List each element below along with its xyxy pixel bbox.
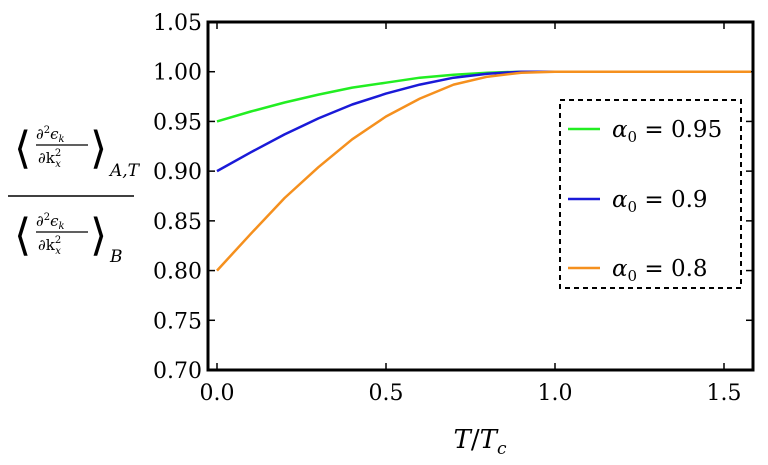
svg-text:A,T: A,T (108, 161, 141, 181)
y-tick-label: 1.00 (153, 61, 202, 86)
x-tick-label: 1.5 (707, 381, 742, 406)
legend-label: α0 = 0.8 (612, 256, 708, 285)
svg-text:⟩: ⟩ (90, 210, 107, 261)
x-tick-label: 1.0 (538, 381, 573, 406)
y-tick-label: 0.95 (153, 110, 202, 135)
legend-label: α0 = 0.95 (612, 117, 722, 146)
y-tick-label: 0.70 (153, 359, 202, 384)
legend-box (559, 99, 742, 289)
svg-text:∂2ϵk: ∂2ϵk (36, 125, 65, 145)
x-axis-title: T/Tc (454, 425, 507, 459)
y-axis-ticks: 0.70 0.75 0.80 0.85 0.90 0.95 1.00 1.05 (153, 11, 753, 384)
y-tick-label: 0.75 (153, 309, 202, 334)
series-lines (216, 70, 751, 272)
svg-text:⟨: ⟨ (14, 123, 31, 174)
y-axis-title: ⟨ ∂2ϵk ∂k2 x ⟩ A,T ⟨ ∂2ϵk ∂k2 x ⟩ B (8, 123, 141, 267)
series-line-2 (216, 70, 751, 272)
svg-text:∂2ϵk: ∂2ϵk (36, 212, 65, 232)
svg-text:⟩: ⟩ (90, 123, 107, 174)
svg-text:B: B (109, 247, 123, 267)
legend-label: α0 = 0.9 (612, 187, 708, 216)
y-tick-label: 1.05 (153, 11, 202, 36)
x-tick-label: 0.5 (369, 381, 404, 406)
x-tick-label: 0.0 (200, 381, 235, 406)
legend: α0 = 0.95 α0 = 0.9 α0 = 0.8 (559, 99, 742, 289)
y-tick-label: 0.85 (153, 210, 202, 235)
x-axis-ticks: 0.0 0.5 1.0 1.5 (200, 22, 742, 406)
plot-frame (206, 20, 755, 372)
y-tick-label: 0.90 (153, 160, 202, 185)
svg-text:⟨: ⟨ (14, 210, 31, 261)
y-tick-label: 0.80 (153, 260, 202, 285)
svg-text:∂k2x: ∂k2 x (38, 148, 61, 170)
svg-text:∂k2x: ∂k2 x (38, 235, 61, 257)
